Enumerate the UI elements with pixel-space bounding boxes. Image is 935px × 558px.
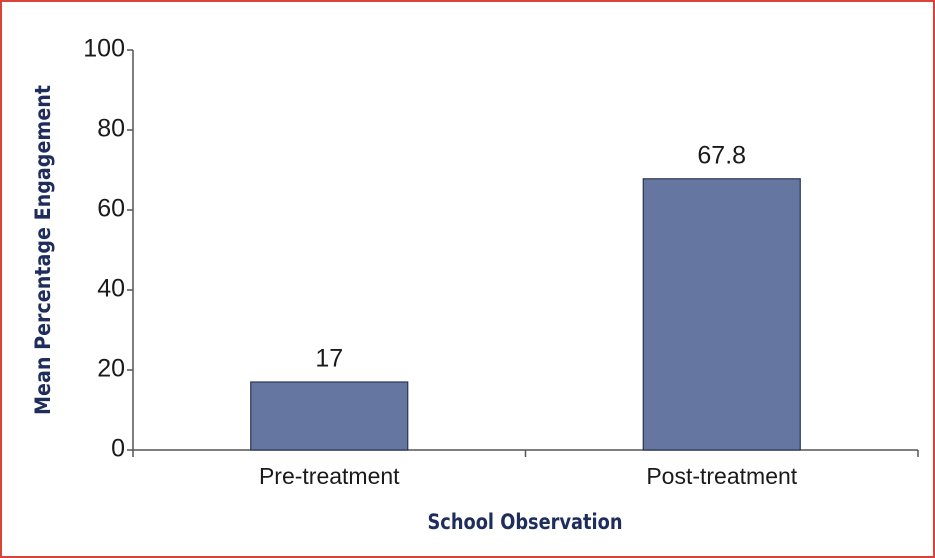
y-tick-label: 40: [97, 275, 125, 303]
y-tick-label: 0: [111, 435, 125, 463]
y-tick-label: 80: [97, 115, 125, 143]
y-tick-label: 60: [97, 195, 125, 223]
y-tick-label: 20: [97, 355, 125, 383]
x-tick-label: Pre-treatment: [259, 463, 400, 489]
value-label: 17: [315, 345, 343, 373]
value-label: 67.8: [697, 141, 746, 169]
y-tick-label: 100: [83, 35, 125, 63]
bar: [250, 381, 409, 451]
y-axis-title: Mean Percentage Engagement: [31, 85, 55, 415]
x-axis-title: School Observation: [428, 510, 623, 534]
x-tick-label: Post-treatment: [646, 463, 797, 489]
bar: [642, 178, 801, 451]
